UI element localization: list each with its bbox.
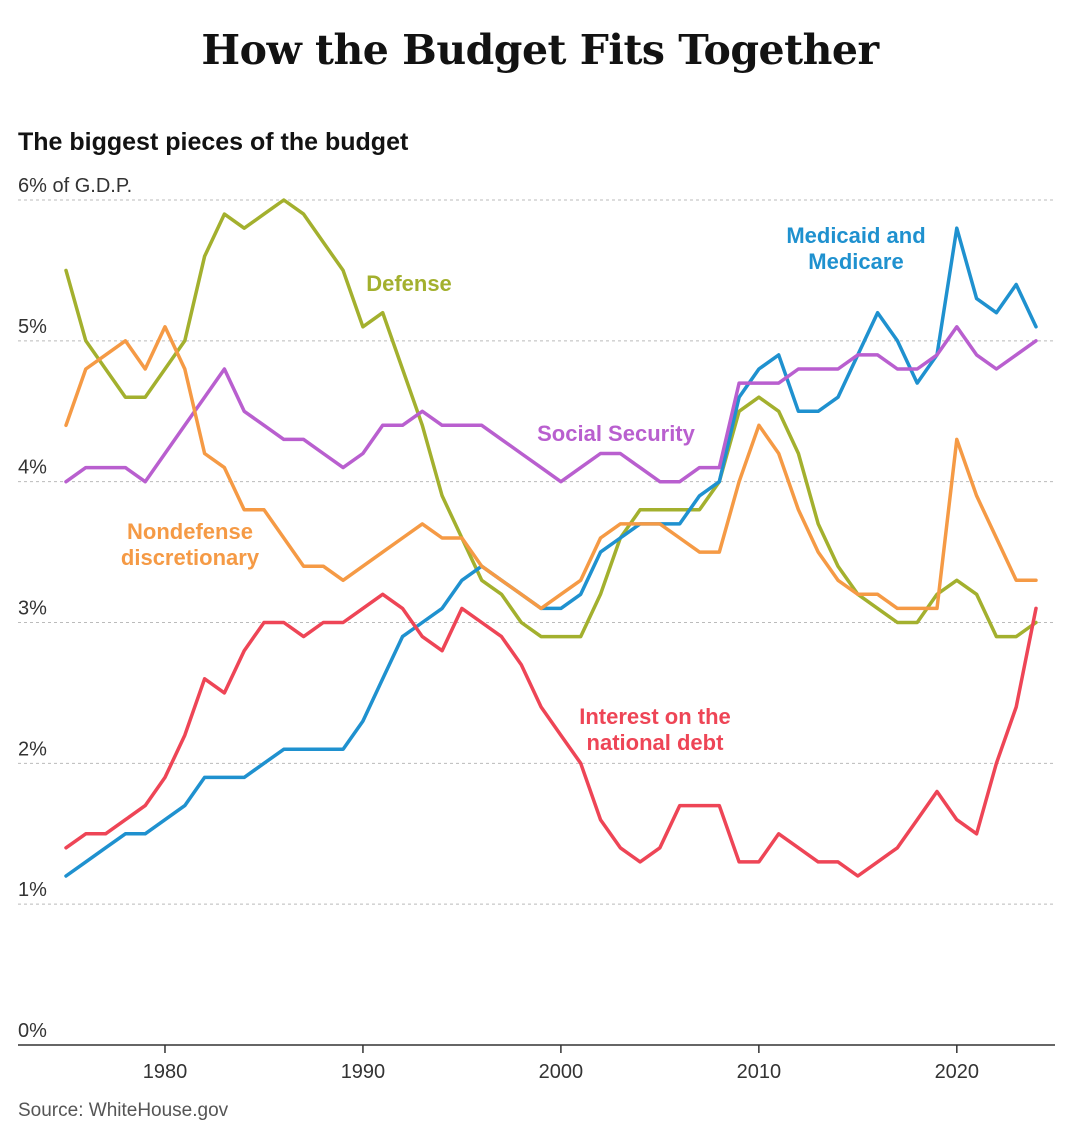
y-axis-tick-labels: 0% 1% 2% 3% 4% 5% 6% of G.D.P.: [18, 175, 132, 1042]
y-tick-label: 2%: [18, 738, 47, 760]
y-tick-label: 4%: [18, 457, 47, 479]
series-line-nondefense-discretionary: [64, 325, 1038, 611]
y-tick-label: 6% of G.D.P.: [18, 175, 132, 197]
series-line-social-security: [64, 325, 1038, 484]
x-axis-tick-labels: 1980 1990 2000 2010 2020: [143, 1061, 979, 1083]
series-line-medicaid-and-medicare: [64, 226, 1038, 878]
series-lines: [64, 198, 1038, 878]
chart-title: The biggest pieces of the budget: [18, 128, 409, 156]
series-labels: Defense Medicaid and Medicare Social Securi…: [121, 223, 926, 755]
y-tick-label: 3%: [18, 598, 47, 620]
series-label-interest-on-the-national-debt: Interest on the national debt: [579, 704, 731, 755]
x-tick-label: 1980: [143, 1061, 188, 1083]
y-tick-label: 5%: [18, 316, 47, 338]
y-tick-label: 0%: [18, 1020, 47, 1042]
x-tick-label: 2020: [935, 1061, 980, 1083]
x-tick-label: 2000: [539, 1061, 584, 1083]
series-label-medicaid-and-medicare: Medicaid and Medicare: [786, 223, 925, 274]
y-tick-label: 1%: [18, 879, 47, 901]
series-label-nondefense-discretionary: Nondefense discretionary: [121, 519, 260, 570]
series-line-interest-on-the-national-debt: [64, 592, 1038, 878]
series-label-defense: Defense: [366, 271, 452, 296]
source-note: Source: WhiteHouse.gov: [18, 1100, 229, 1121]
gridlines: [18, 199, 1055, 1053]
series-line-defense: [64, 198, 1038, 639]
x-tick-label: 2010: [737, 1061, 782, 1083]
x-tick-label: 1990: [341, 1061, 386, 1083]
page-title: How the Budget Fits Together: [201, 26, 879, 74]
series-label-social-security: Social Security: [537, 421, 696, 446]
